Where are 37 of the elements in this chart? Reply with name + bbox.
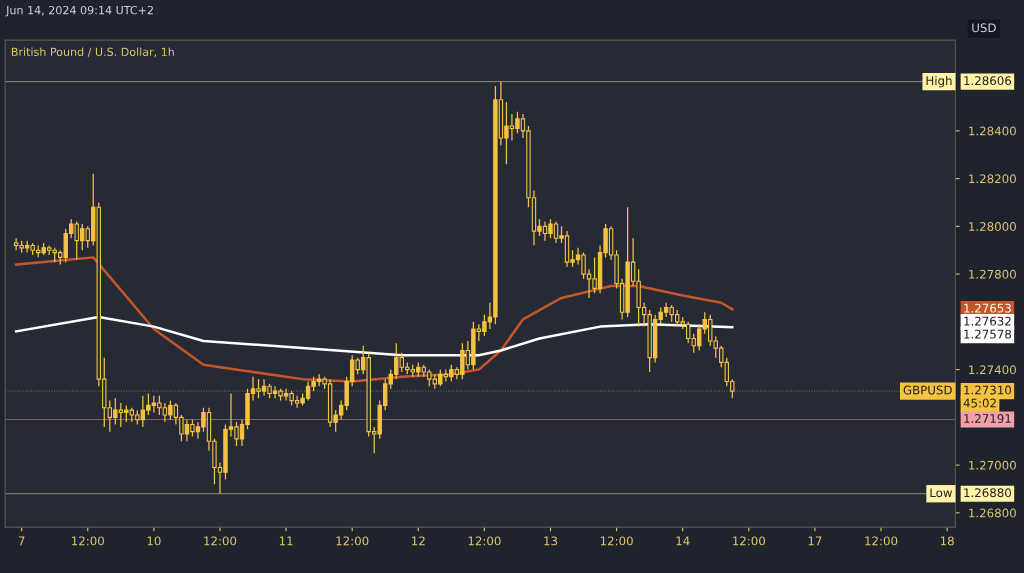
y-tick-label: 1.27800 (969, 269, 1016, 279)
y-tick-label: 1.27000 (969, 460, 1016, 470)
y-tick-label: 1.27400 (969, 365, 1016, 375)
y-tick-label: 1.28200 (969, 174, 1016, 184)
x-tick-label: 17 (808, 536, 822, 546)
x-tick-label: 10 (147, 536, 161, 546)
x-tick-label: 13 (544, 536, 558, 546)
text: 1.27191 (964, 413, 1011, 423)
x-tick-label: 11 (279, 536, 293, 546)
x-tick-label: 12:00 (72, 536, 104, 546)
x-tick-label: 12:00 (600, 536, 633, 546)
y-tick-label: 1.28400 (969, 126, 1016, 136)
text: 1.27578 (964, 329, 1012, 339)
x-tick-label: 12:00 (204, 536, 237, 546)
text: 1.27310 (964, 385, 1012, 395)
x-tick-label: 12:00 (468, 536, 501, 546)
text: 1.26880 (964, 488, 1012, 498)
y-tick-label: 1.28000 (969, 222, 1016, 231)
ref-line-label: Low (930, 488, 953, 498)
x-tick-label: 12:00 (336, 536, 369, 546)
x-tick-label: 12 (412, 536, 425, 546)
ref-line-label: High (926, 75, 952, 88)
x-tick-label: 12:00 (865, 536, 898, 546)
text: 45:02 (963, 398, 996, 408)
line-series (14, 256, 734, 383)
text: 1.27632 (964, 316, 1011, 326)
ref-line-label: GBPUSD (903, 385, 952, 395)
y-tick-label: 1.26800 (969, 508, 1016, 518)
text: 1.28606 (964, 76, 1012, 86)
text: 1.27653 (964, 303, 1011, 313)
text: British Pound / U.S. Dollar, 1h (11, 47, 174, 58)
x-tick-label: 12:00 (733, 536, 766, 546)
x-tick-label: 7 (18, 536, 25, 546)
chart-subtitle: Jun 14, 2024 09:14 UTC+2 (5, 5, 153, 17)
x-tick-label: 14 (676, 536, 690, 546)
x-tick-label: 18 (940, 536, 954, 546)
y-axis-title: USD (972, 23, 996, 33)
